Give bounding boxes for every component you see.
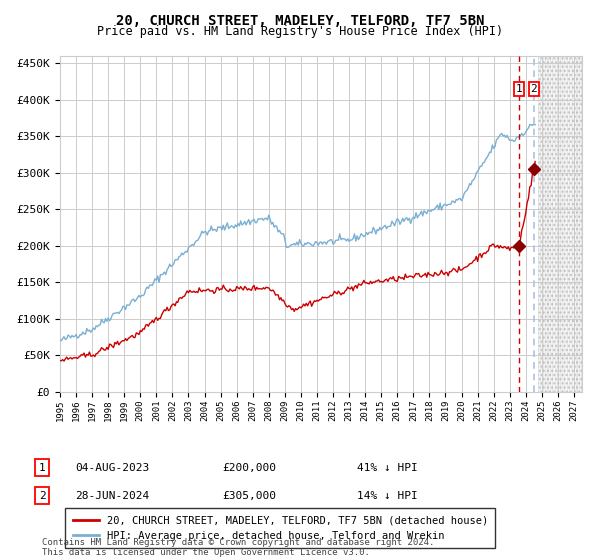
Bar — [584, 56, 585, 392]
Bar — [581, 56, 583, 392]
Bar — [538, 56, 539, 392]
Text: Contains HM Land Registry data © Crown copyright and database right 2024.
This d: Contains HM Land Registry data © Crown c… — [42, 538, 434, 557]
Bar — [598, 56, 599, 392]
Bar — [550, 56, 551, 392]
Text: 1: 1 — [515, 84, 523, 94]
Bar — [577, 56, 578, 392]
Bar — [547, 56, 548, 392]
Text: 14% ↓ HPI: 14% ↓ HPI — [357, 491, 418, 501]
Text: 20, CHURCH STREET, MADELEY, TELFORD, TF7 5BN: 20, CHURCH STREET, MADELEY, TELFORD, TF7… — [116, 14, 484, 28]
Text: Price paid vs. HM Land Registry's House Price Index (HPI): Price paid vs. HM Land Registry's House … — [97, 25, 503, 38]
Bar — [589, 56, 590, 392]
Bar — [574, 56, 575, 392]
Text: 1: 1 — [38, 463, 46, 473]
Bar — [591, 56, 592, 392]
Bar — [567, 56, 568, 392]
Bar — [562, 56, 563, 392]
Bar — [596, 56, 597, 392]
Bar — [552, 56, 553, 392]
Bar — [545, 56, 546, 392]
Bar — [579, 56, 580, 392]
Bar — [586, 56, 587, 392]
Text: 41% ↓ HPI: 41% ↓ HPI — [357, 463, 418, 473]
Bar — [569, 56, 570, 392]
Text: 2: 2 — [38, 491, 46, 501]
Bar — [557, 56, 558, 392]
Bar — [538, 56, 600, 392]
Bar — [593, 56, 595, 392]
Text: £200,000: £200,000 — [222, 463, 276, 473]
Legend: 20, CHURCH STREET, MADELEY, TELFORD, TF7 5BN (detached house), HPI: Average pric: 20, CHURCH STREET, MADELEY, TELFORD, TF7… — [65, 508, 496, 548]
Bar — [538, 56, 600, 392]
Text: 2: 2 — [530, 84, 537, 94]
Bar — [540, 56, 541, 392]
Bar — [542, 56, 544, 392]
Text: 04-AUG-2023: 04-AUG-2023 — [75, 463, 149, 473]
Text: 28-JUN-2024: 28-JUN-2024 — [75, 491, 149, 501]
Text: £305,000: £305,000 — [222, 491, 276, 501]
Bar — [554, 56, 556, 392]
